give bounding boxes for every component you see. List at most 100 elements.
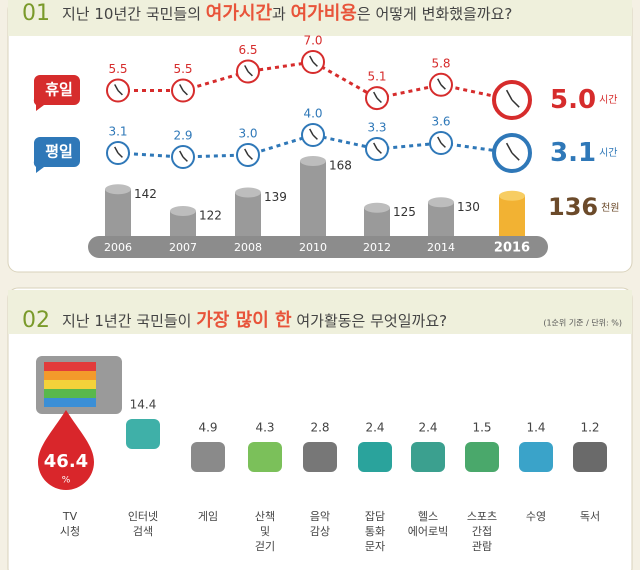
drop — [38, 410, 94, 490]
value-label: 125 — [393, 205, 416, 219]
value-label: 14.4 — [130, 398, 157, 412]
value-label: 2.9 — [173, 129, 192, 143]
x-tick-label: 수영 — [526, 510, 546, 523]
section-number: 02 — [22, 308, 50, 333]
clock-hand — [437, 136, 442, 144]
coin-body — [235, 192, 261, 236]
tv-stripe — [44, 389, 96, 398]
coin-stack — [300, 156, 326, 236]
x-tick-label: 2006 — [104, 241, 132, 254]
coin-top — [105, 184, 131, 195]
value-label: 136 — [548, 193, 598, 221]
value-label: 142 — [134, 187, 157, 201]
clock — [106, 141, 130, 165]
clock-hand — [373, 142, 378, 150]
value-label: 5.1 — [367, 70, 386, 84]
clock-hand — [117, 89, 123, 96]
label-line: 게임 — [198, 510, 218, 523]
tv-stripe — [44, 362, 96, 371]
x-tick-label: 2010 — [299, 241, 327, 254]
unit: 천원 — [601, 202, 619, 214]
coin-stack — [105, 184, 131, 236]
year-band — [88, 236, 548, 258]
coin-stack — [170, 206, 196, 236]
clock — [171, 145, 195, 169]
value-label: 3.1 — [550, 138, 596, 168]
value-label: 130 — [457, 200, 480, 214]
tv-stripe — [44, 398, 96, 407]
activity-icon — [248, 442, 282, 472]
label-line: 문자 — [365, 540, 385, 553]
value-label-big: 136 천원 — [548, 193, 620, 221]
clock — [301, 123, 325, 147]
label-line: 스포츠 — [467, 510, 497, 523]
coin-top — [428, 197, 454, 208]
title-part: 은 어떻게 변화했을까요? — [357, 5, 513, 23]
clock-hand — [437, 78, 442, 86]
clock — [106, 78, 130, 103]
label-line: 인터넷 — [128, 510, 158, 523]
value-label: 46.4 — [44, 451, 88, 472]
activity-icon — [191, 442, 225, 472]
x-tick-label: TV 시청 — [60, 510, 80, 538]
label-line: 관람 — [472, 540, 492, 553]
clock-hand — [179, 150, 184, 158]
value-label-big: 5.0 시간 — [550, 85, 617, 115]
x-tick-label: 잡담 통화 문자 — [365, 510, 385, 553]
x-tick-label: 인터넷 검색 — [128, 510, 158, 538]
clock — [301, 50, 325, 74]
clock-hand — [182, 89, 188, 96]
unit: 시간 — [599, 147, 617, 159]
clock-hand — [376, 148, 382, 154]
value-label: 7.0 — [303, 34, 322, 48]
clock-hand — [376, 97, 382, 104]
value-label: 168 — [329, 159, 352, 173]
label-line: 음악 — [310, 510, 330, 523]
value-label: 1.5 — [472, 421, 491, 435]
value-label: 2.8 — [310, 421, 329, 435]
label-line: 걷기 — [255, 540, 275, 553]
panel-2 — [7, 287, 633, 570]
clock-hand — [312, 61, 318, 67]
clock — [429, 72, 453, 97]
clock — [429, 131, 453, 155]
title-part: 여가활동은 무엇일까요? — [292, 312, 448, 330]
value-label: 5.8 — [431, 56, 450, 70]
value-label: 1.2 — [580, 421, 599, 435]
series-name: 평일 — [45, 143, 73, 161]
panel-2-header — [8, 290, 632, 334]
x-tick-label: 게임 — [198, 510, 218, 523]
label-line: 간접 — [472, 525, 492, 538]
clock-hand — [244, 65, 249, 72]
clock-hand — [309, 128, 314, 136]
coin-top — [235, 187, 261, 198]
label-line: 잡담 — [365, 510, 385, 523]
clock-hand — [373, 91, 378, 99]
activity-icon — [465, 442, 499, 472]
activity-icon — [303, 442, 337, 472]
coin-top — [499, 190, 525, 201]
clock — [492, 133, 532, 173]
section-title: 지난 1년간 국민들이 가장 많이 한 여가활동은 무엇일까요? — [62, 310, 447, 331]
value-label: 5.0 — [550, 85, 596, 115]
clock — [236, 59, 260, 84]
title-part: 과 — [272, 5, 291, 23]
activity-icon — [411, 442, 445, 472]
activity-icon — [126, 419, 160, 449]
value-label: 3.3 — [367, 121, 386, 135]
coin-stack — [499, 190, 525, 236]
x-tick-label: 음악 감상 — [310, 510, 330, 538]
clock-hand — [511, 152, 520, 161]
title-part: 가장 많이 한 — [196, 310, 292, 331]
title-part: 지난 10년간 국민들의 — [62, 5, 206, 23]
x-tick-label: 2008 — [234, 241, 262, 254]
title-part: 여가시간 — [206, 3, 273, 24]
clock-hand — [511, 99, 520, 108]
value-label: 4.9 — [198, 421, 217, 435]
label-line: TV — [62, 510, 78, 523]
title-part: 지난 1년간 국민들이 — [62, 312, 196, 330]
value-label: 139 — [264, 190, 287, 204]
clock-hand — [505, 142, 513, 154]
